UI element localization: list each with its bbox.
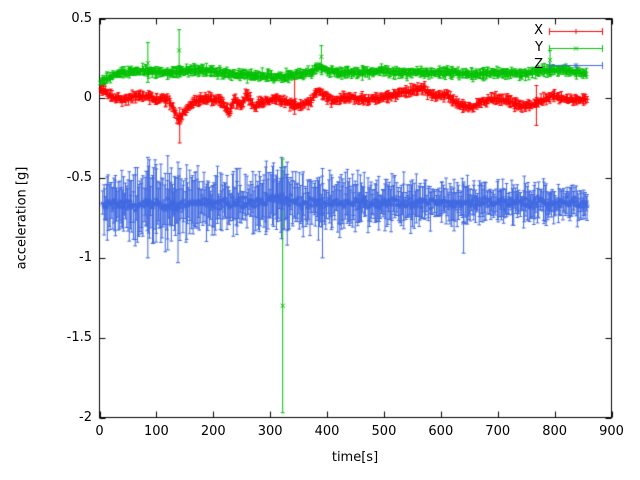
x-tick-label: 200 [200, 424, 226, 439]
x-tick-label: 700 [485, 424, 511, 439]
x-tick-label: 300 [257, 424, 283, 439]
x-tick-label: 400 [314, 424, 340, 439]
y-tick-label: 0.5 [71, 10, 92, 26]
x-axis-label: time[s] [331, 450, 379, 465]
legend-label-Z: Z [534, 57, 543, 72]
y-tick-label: -1 [79, 249, 92, 265]
y-tick-label: -2 [79, 409, 92, 425]
x-tick-label: 600 [428, 424, 454, 439]
x-tick-label: 800 [542, 424, 568, 439]
y-tick-label: -0.5 [66, 170, 92, 186]
y-tick-label: 0 [83, 90, 92, 106]
x-tick-label: 900 [599, 424, 624, 439]
y-tick-label: -1.5 [66, 329, 92, 345]
y-axis-label: acceleration [g] [14, 166, 30, 270]
legend-label-Y: Y [535, 40, 543, 55]
legend-label-X: X [534, 23, 543, 38]
x-tick-label: 500 [371, 424, 397, 439]
x-tick-label: 100 [143, 424, 169, 439]
x-tick-label: 0 [95, 424, 104, 439]
